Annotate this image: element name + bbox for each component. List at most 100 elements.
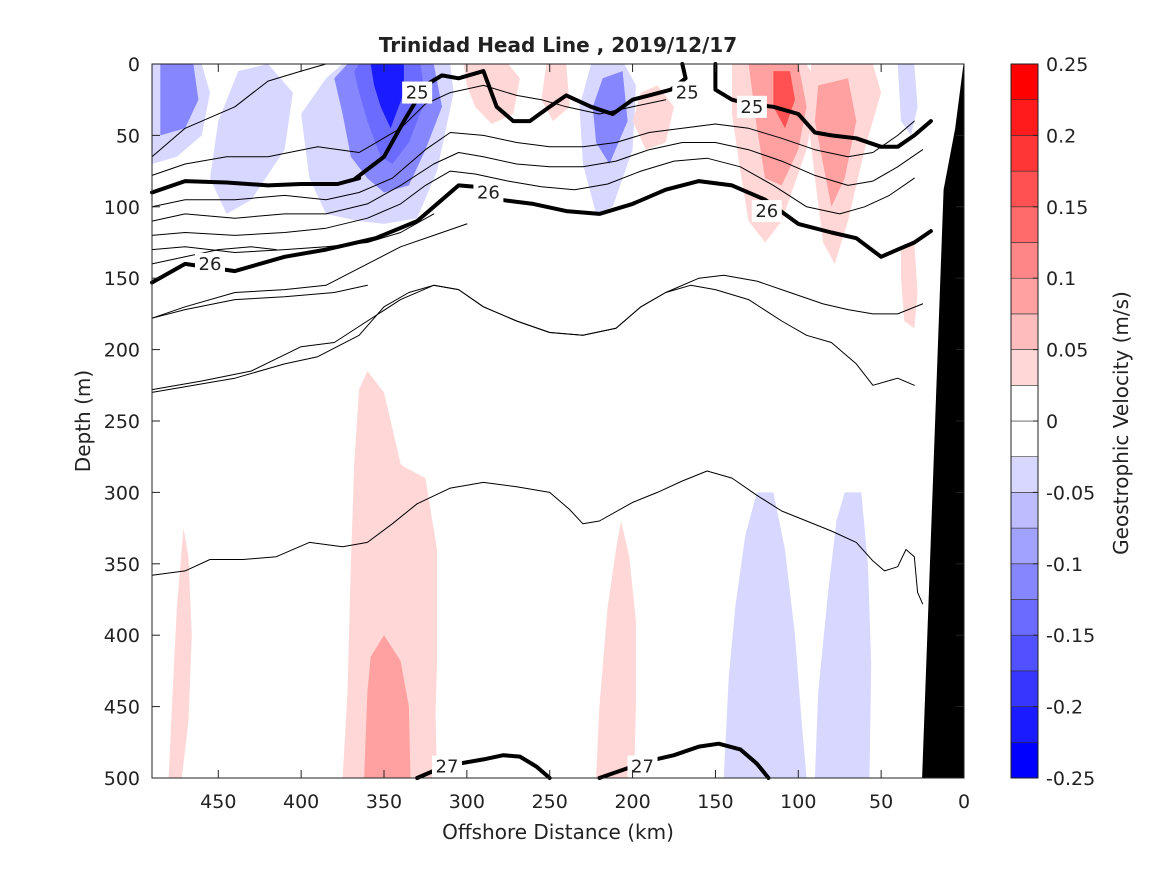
colorbar-swatch: [1010, 563, 1039, 600]
colorbar-tick-label: 0.1: [1046, 268, 1076, 290]
contour-label-background: [672, 81, 703, 104]
x-tick-label: 150: [697, 791, 733, 813]
contour-label-background: [473, 181, 504, 204]
chart-title: Trinidad Head Line , 2019/12/17: [379, 33, 737, 57]
colorbar-tick-label: -0.05: [1046, 482, 1095, 504]
colorbar-tick-label: 0.2: [1046, 125, 1076, 147]
colorbar-swatch: [1010, 277, 1039, 315]
velocity-field-1: [210, 64, 293, 214]
colorbar-tick-label: 0.25: [1046, 54, 1088, 76]
colorbar-tick-label: 0: [1046, 411, 1058, 433]
y-tick-label: 400: [104, 625, 140, 647]
contour-line-5: [151, 84, 667, 176]
contour-label-background: [736, 95, 767, 118]
colorbar-swatch: [1010, 206, 1039, 243]
velocity-field-11: [168, 528, 192, 778]
contour-line-10: [151, 223, 468, 319]
contour-label-background: [431, 755, 462, 778]
colorbar-swatch: [1010, 741, 1039, 779]
x-tick-label: 0: [958, 791, 970, 813]
velocity-field-6: [632, 85, 674, 150]
colorbar-swatch: [1010, 527, 1039, 565]
colorbar-swatch: [1010, 420, 1039, 458]
x-tick-label: 450: [200, 791, 236, 813]
colorbar-tick-label: 0.15: [1046, 197, 1088, 219]
plot-area: 25 25 25 26 26 26 27 27: [150, 62, 965, 780]
colorbar-swatch: [1010, 384, 1039, 422]
contour-line-13: [151, 284, 368, 319]
colorbar-label: Geostrophic Velocity (m/s): [1109, 291, 1133, 555]
y-axis-label: Depth (m): [71, 370, 95, 472]
colorbar-swatch: [1010, 135, 1039, 172]
x-axis-label: Offshore Distance (km): [442, 820, 674, 844]
y-tick-label: 100: [104, 197, 140, 219]
velocity-field-10: [901, 242, 918, 329]
contour-label: 26: [477, 183, 500, 204]
colorbar-swatch: [1010, 313, 1039, 350]
x-tick-label: 50: [869, 791, 893, 813]
velocity-field-15: [596, 521, 636, 778]
x-tick-label: 400: [283, 791, 319, 813]
colorbar-swatch: [1010, 670, 1039, 707]
y-tick-label: 450: [104, 697, 140, 719]
colorbar-tick-label: -0.15: [1046, 625, 1095, 647]
contour-line-3: [150, 179, 933, 285]
contour-label: 25: [406, 83, 429, 104]
colorbar-tick-label: 0.05: [1046, 340, 1088, 362]
x-tick-label: 200: [614, 791, 650, 813]
colorbar-swatch: [1010, 99, 1039, 136]
velocity-field-16: [723, 492, 807, 778]
colorbar: 0.25 0.2 0.15 0.1 0.05 0 -0.05 -0.1 -0.15 -0.2 -0.…: [1010, 54, 1095, 790]
contour-line-6: [151, 120, 915, 208]
velocity-field-26: [370, 64, 404, 129]
y-tick-label: 300: [104, 482, 140, 504]
colorbar-swatch: [1010, 706, 1039, 743]
contour-label-background: [195, 252, 225, 275]
velocity-field-20: [592, 71, 628, 164]
x-tick-label: 250: [532, 791, 568, 813]
velocity-fields: [152, 64, 918, 778]
colorbar-swatch: [1010, 456, 1039, 493]
contour-label-background: [402, 81, 433, 104]
x-tick-label: 100: [780, 791, 816, 813]
velocity-field-22: [814, 78, 857, 207]
contour-label: 27: [631, 757, 654, 778]
velocity-field-23: [364, 635, 411, 778]
colorbar-swatch: [1010, 242, 1039, 279]
colorbar-tick-label: -0.2: [1046, 697, 1083, 719]
y-tick-label: 250: [104, 411, 140, 433]
x-tick-label: 350: [366, 791, 402, 813]
y-tick-label: 200: [104, 340, 140, 362]
velocity-field-17: [814, 492, 872, 778]
y-tick-label: 0: [128, 54, 140, 76]
y-tick-label: 500: [104, 768, 140, 790]
contour-line-4: [151, 63, 327, 158]
colorbar-swatch: [1010, 492, 1039, 529]
contour-line-9: [151, 213, 435, 253]
contour-line-7: [151, 142, 924, 222]
contour-line-1: [713, 62, 933, 149]
contour-line-15: [151, 470, 924, 605]
contour-label: 27: [436, 757, 459, 778]
y-tick-label: 150: [104, 268, 140, 290]
density-contours: 25 25 25 26 26 26 27 27: [150, 62, 933, 780]
colorbar-swatch: [1010, 634, 1039, 672]
contour-label: 25: [676, 83, 699, 104]
colorbar-tick-label: -0.25: [1046, 768, 1095, 790]
y-tick-label: 350: [104, 554, 140, 576]
velocity-field-9: [897, 64, 918, 136]
axes: 450 400 350 300 250 200 150 100 50 00501001502002…: [104, 54, 970, 813]
y-tick-label: 50: [116, 125, 140, 147]
contour-line-2: [150, 176, 362, 195]
velocity-field-14: [400, 466, 437, 778]
contour-label-background: [751, 200, 782, 223]
colorbar-tick-label: -0.1: [1046, 554, 1083, 576]
contour-label: 25: [740, 97, 763, 118]
contour-line-8: [151, 157, 915, 236]
colorbar-swatch: [1010, 599, 1039, 636]
colorbar-swatch: [1010, 170, 1039, 208]
contour-label: 26: [755, 201, 778, 222]
contour-label-background: [627, 755, 658, 778]
colorbar-swatch: [1010, 349, 1039, 386]
